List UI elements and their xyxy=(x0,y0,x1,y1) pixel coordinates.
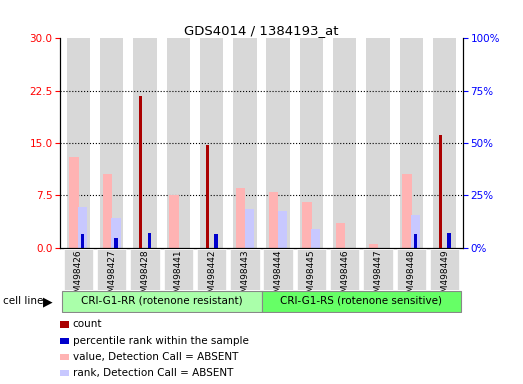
Bar xyxy=(369,244,378,248)
Text: GSM498441: GSM498441 xyxy=(174,250,183,305)
FancyBboxPatch shape xyxy=(330,248,359,290)
Text: ▶: ▶ xyxy=(43,295,53,308)
Bar xyxy=(133,38,157,248)
Bar xyxy=(439,135,442,248)
FancyBboxPatch shape xyxy=(430,248,459,290)
Text: GSM498428: GSM498428 xyxy=(141,250,150,305)
Bar xyxy=(311,229,321,248)
Text: count: count xyxy=(73,319,102,329)
Text: GSM498449: GSM498449 xyxy=(440,250,449,305)
Bar xyxy=(402,174,412,248)
Bar xyxy=(300,38,323,248)
Bar xyxy=(206,145,209,248)
Text: GSM498448: GSM498448 xyxy=(407,250,416,305)
Text: CRI-G1-RS (rotenone sensitive): CRI-G1-RS (rotenone sensitive) xyxy=(280,296,442,306)
Text: GSM498444: GSM498444 xyxy=(274,250,282,304)
FancyBboxPatch shape xyxy=(197,248,226,290)
Bar xyxy=(111,218,121,248)
FancyBboxPatch shape xyxy=(264,248,293,290)
Bar xyxy=(147,233,151,248)
FancyBboxPatch shape xyxy=(164,248,193,290)
Bar xyxy=(139,96,142,248)
Bar xyxy=(67,38,90,248)
Bar xyxy=(167,38,190,248)
Title: GDS4014 / 1384193_at: GDS4014 / 1384193_at xyxy=(184,24,339,37)
Text: value, Detection Call = ABSENT: value, Detection Call = ABSENT xyxy=(73,352,238,362)
FancyBboxPatch shape xyxy=(396,248,426,290)
Bar xyxy=(169,195,179,248)
Bar xyxy=(214,234,218,248)
Text: cell line: cell line xyxy=(3,296,43,306)
Bar xyxy=(267,38,290,248)
Bar xyxy=(233,38,256,248)
Bar xyxy=(333,38,356,248)
Bar xyxy=(100,38,123,248)
Bar xyxy=(236,189,245,248)
FancyBboxPatch shape xyxy=(130,248,160,290)
Bar xyxy=(81,234,84,248)
Bar xyxy=(447,233,450,248)
Bar xyxy=(278,211,287,248)
FancyBboxPatch shape xyxy=(97,248,127,290)
Text: GSM498442: GSM498442 xyxy=(207,250,216,304)
Text: GSM498427: GSM498427 xyxy=(107,250,116,305)
Bar xyxy=(433,38,456,248)
Bar xyxy=(70,157,79,248)
Bar xyxy=(103,174,112,248)
Text: rank, Detection Call = ABSENT: rank, Detection Call = ABSENT xyxy=(73,368,233,378)
Bar xyxy=(269,192,278,248)
Bar xyxy=(411,215,420,248)
Bar xyxy=(245,209,254,248)
FancyBboxPatch shape xyxy=(230,248,259,290)
Bar xyxy=(115,238,118,248)
Bar xyxy=(400,38,423,248)
Bar xyxy=(366,38,390,248)
Text: percentile rank within the sample: percentile rank within the sample xyxy=(73,336,248,346)
Text: GSM498445: GSM498445 xyxy=(307,250,316,305)
Text: GSM498446: GSM498446 xyxy=(340,250,349,305)
Text: CRI-G1-RR (rotenone resistant): CRI-G1-RR (rotenone resistant) xyxy=(81,296,243,306)
Text: GSM498443: GSM498443 xyxy=(241,250,249,305)
Bar xyxy=(78,207,87,248)
Bar xyxy=(336,223,345,248)
FancyBboxPatch shape xyxy=(363,248,393,290)
FancyBboxPatch shape xyxy=(262,291,461,312)
Text: GSM498447: GSM498447 xyxy=(373,250,382,305)
Text: GSM498426: GSM498426 xyxy=(74,250,83,305)
Bar xyxy=(200,38,223,248)
FancyBboxPatch shape xyxy=(64,248,93,290)
Bar xyxy=(414,234,417,248)
FancyBboxPatch shape xyxy=(297,248,326,290)
Bar xyxy=(302,202,312,248)
FancyBboxPatch shape xyxy=(62,291,262,312)
